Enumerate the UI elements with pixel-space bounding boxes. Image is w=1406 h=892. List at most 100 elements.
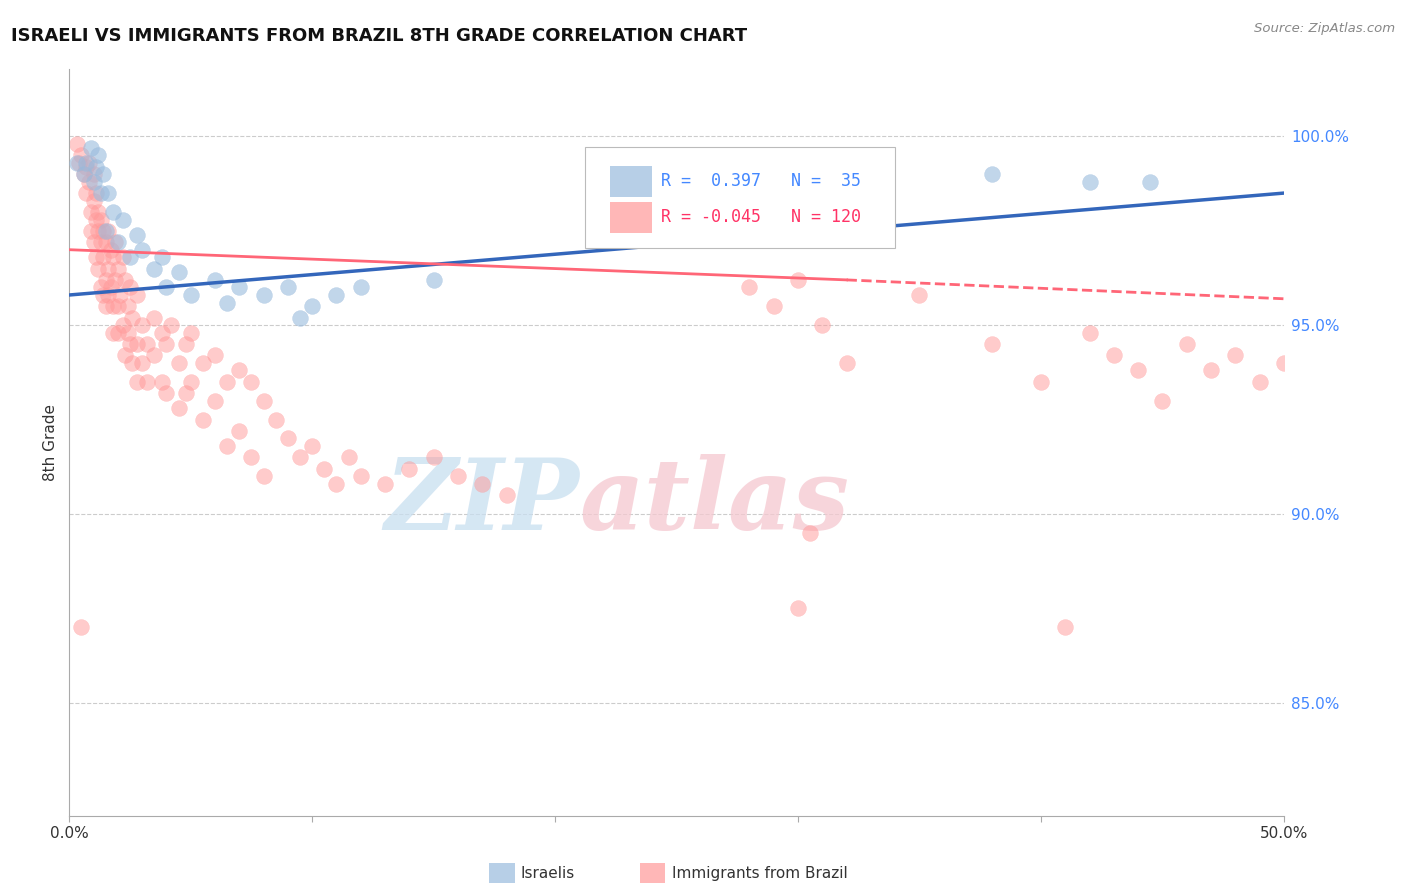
Y-axis label: 8th Grade: 8th Grade: [44, 404, 58, 481]
Text: ISRAELI VS IMMIGRANTS FROM BRAZIL 8TH GRADE CORRELATION CHART: ISRAELI VS IMMIGRANTS FROM BRAZIL 8TH GR…: [11, 27, 748, 45]
Point: [217, 375, 239, 389]
Point: [1102, 348, 1125, 362]
Point: [150, 326, 173, 340]
Point: [80, 205, 103, 219]
Point: [111, 318, 134, 333]
Point: [277, 432, 299, 446]
Point: [131, 356, 153, 370]
Point: [167, 356, 190, 370]
Point: [1249, 375, 1271, 389]
Point: [118, 250, 141, 264]
Point: [65, 156, 87, 170]
Point: [91, 250, 114, 264]
Text: ZIP: ZIP: [384, 454, 579, 550]
Point: [1029, 375, 1052, 389]
Point: [107, 235, 129, 249]
Point: [174, 337, 197, 351]
Point: [204, 273, 226, 287]
Point: [228, 424, 250, 438]
Point: [155, 386, 177, 401]
Point: [121, 356, 143, 370]
Point: [204, 348, 226, 362]
Point: [1175, 337, 1198, 351]
Point: [91, 224, 114, 238]
Point: [107, 326, 129, 340]
Point: [91, 288, 114, 302]
Point: [80, 224, 103, 238]
Point: [104, 235, 127, 249]
Point: [1199, 363, 1222, 377]
Point: [114, 348, 136, 362]
Point: [90, 186, 112, 200]
Point: [288, 450, 311, 465]
Point: [811, 318, 834, 333]
Point: [471, 476, 494, 491]
Point: [90, 212, 112, 227]
Point: [1078, 175, 1101, 189]
Point: [350, 469, 373, 483]
Point: [228, 363, 250, 377]
Point: [150, 250, 173, 264]
Point: [90, 280, 112, 294]
Text: R =  0.397   N =  35: R = 0.397 N = 35: [661, 172, 860, 190]
Point: [107, 299, 129, 313]
Point: [180, 288, 202, 302]
Point: [118, 337, 141, 351]
Point: [167, 265, 190, 279]
Point: [97, 261, 120, 276]
Point: [240, 450, 263, 465]
Point: [180, 375, 202, 389]
Point: [422, 273, 444, 287]
Point: [101, 250, 124, 264]
Point: [1078, 326, 1101, 340]
Point: [374, 476, 396, 491]
Point: [350, 280, 373, 294]
Point: [337, 450, 360, 465]
Point: [252, 288, 274, 302]
Point: [87, 224, 110, 238]
Point: [143, 348, 166, 362]
Point: [240, 375, 263, 389]
Point: [228, 280, 250, 294]
FancyBboxPatch shape: [610, 166, 652, 197]
FancyBboxPatch shape: [610, 202, 652, 233]
Point: [107, 261, 129, 276]
Point: [160, 318, 183, 333]
Text: R = -0.045   N = 120: R = -0.045 N = 120: [661, 208, 860, 227]
Point: [398, 461, 420, 475]
Point: [835, 356, 858, 370]
Point: [131, 243, 153, 257]
Point: [65, 136, 87, 151]
Point: [217, 439, 239, 453]
Point: [87, 148, 110, 162]
Point: [117, 326, 139, 340]
Point: [100, 243, 122, 257]
Point: [83, 175, 105, 189]
Point: [127, 375, 149, 389]
Point: [104, 273, 127, 287]
Point: [422, 450, 444, 465]
Point: [981, 167, 1004, 181]
FancyBboxPatch shape: [585, 147, 896, 248]
Point: [325, 288, 347, 302]
Point: [94, 224, 117, 238]
Point: [325, 476, 347, 491]
Point: [136, 337, 159, 351]
Point: [101, 205, 124, 219]
Point: [174, 386, 197, 401]
Point: [143, 261, 166, 276]
Point: [73, 167, 96, 181]
Point: [277, 280, 299, 294]
Point: [83, 167, 105, 181]
Point: [127, 227, 149, 242]
Point: [150, 375, 173, 389]
Point: [111, 212, 134, 227]
Point: [84, 186, 107, 200]
Point: [83, 235, 105, 249]
Point: [155, 337, 177, 351]
Point: [84, 160, 107, 174]
Point: [191, 356, 214, 370]
Point: [191, 412, 214, 426]
Point: [117, 299, 139, 313]
Point: [143, 310, 166, 325]
